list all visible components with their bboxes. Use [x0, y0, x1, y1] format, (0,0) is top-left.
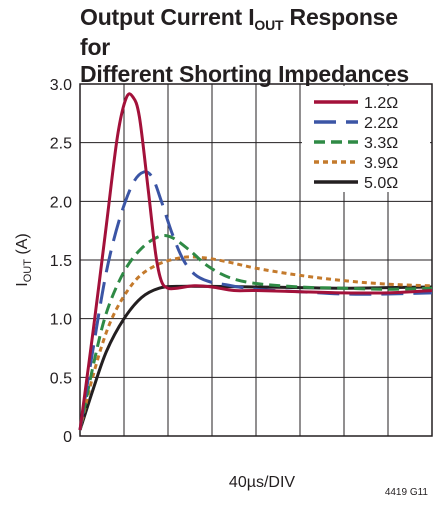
title-text-end: Response for [80, 4, 398, 60]
title-subscript: OUT [254, 17, 284, 33]
chart-title: Output Current IOUT Response for Differe… [80, 4, 430, 88]
legend-label: 3.3Ω [364, 135, 398, 152]
chart-title-line-1: Output Current IOUT Response for [80, 4, 430, 61]
x-axis-label: 40µs/DIV [229, 474, 295, 491]
series-line-3.3Ω [78, 234, 433, 431]
legend-label: 2.2Ω [364, 115, 398, 132]
series-line-1.2Ω [78, 92, 433, 431]
title-text: Output Current I [80, 4, 255, 30]
plot-frame [79, 83, 433, 437]
legend-label: 5.0Ω [364, 175, 398, 192]
y-tick-label: 0.5 [50, 370, 72, 387]
series-line-3.9Ω [78, 255, 433, 431]
chart-title-line-2: Different Shorting Impedances [80, 61, 410, 87]
y-tick-label: 1.5 [50, 253, 72, 270]
figure-id: 4419 G11 [384, 487, 428, 498]
legend-label: 3.9Ω [364, 155, 398, 172]
y-axis-label: IOUT (A) [14, 233, 34, 286]
y-tick-label: 0 [63, 429, 72, 446]
y-tick-label: 2.0 [50, 194, 72, 211]
y-tick-label: 2.5 [50, 136, 72, 153]
y-tick-label: 3.0 [50, 77, 72, 94]
legend-label: 1.2Ω [364, 95, 398, 112]
y-tick-label: 1.0 [50, 312, 72, 329]
